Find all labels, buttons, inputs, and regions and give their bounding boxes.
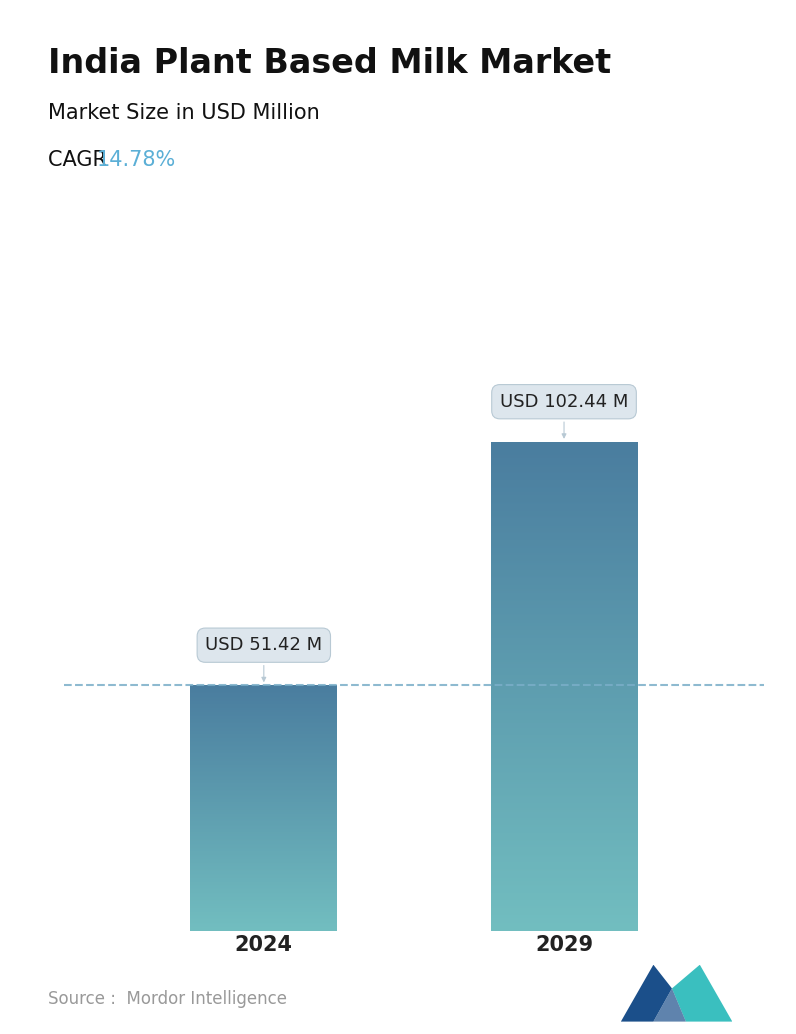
Text: Market Size in USD Million: Market Size in USD Million [48,103,319,123]
Text: CAGR: CAGR [48,150,120,170]
Text: USD 51.42 M: USD 51.42 M [205,636,322,681]
Text: 14.78%: 14.78% [97,150,177,170]
Text: USD 102.44 M: USD 102.44 M [500,393,628,437]
Polygon shape [621,965,672,1022]
Polygon shape [654,989,686,1022]
Text: India Plant Based Milk Market: India Plant Based Milk Market [48,47,611,80]
Polygon shape [672,965,732,1022]
Text: Source :  Mordor Intelligence: Source : Mordor Intelligence [48,991,287,1008]
